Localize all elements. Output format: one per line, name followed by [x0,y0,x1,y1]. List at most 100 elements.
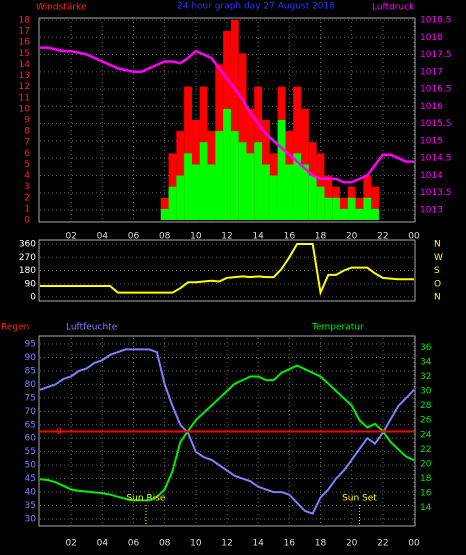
x-tick-label: 02 [65,539,76,549]
y-tick-label: 80 [25,380,37,390]
humidity-label: Luftfeuchte [66,323,118,333]
wind-bar [160,208,169,220]
y2-tick-label: 28 [420,401,432,411]
y2-tick-label: 36 [420,343,432,353]
series-line [39,348,415,515]
x-tick-label: 20 [346,232,358,242]
wind-bar [308,175,317,220]
y2-tick-label: N [434,293,441,303]
y-tick-label: 90 [25,353,37,363]
wind-bar [238,142,247,220]
temperature-label: Temperatur [311,323,364,333]
wind-bar [363,197,372,220]
y-tick-label: 55 [25,447,36,457]
series-line [40,243,414,297]
y2-tick-label: W [434,253,443,263]
y2-tick-label: 1016.5 [420,85,452,95]
y-tick-label: 30 [25,514,37,524]
direction-frame [38,239,416,302]
x-tick-label: 14 [252,539,264,549]
x-tick-label: 04 [97,232,109,242]
y-tick-label: 12 [19,82,30,92]
y2-tick-label: S [434,266,440,276]
y2-tick-label: 1015.5 [420,119,452,129]
y-tick-label: 50 [25,461,37,471]
x-tick-label: 08 [159,539,171,549]
annotation-label: Sun Rise [126,494,165,504]
y2-tick-label: 1013.5 [420,188,452,198]
wind-bar [230,131,239,220]
wind-bar [371,208,379,220]
y-tick-label: 180 [19,266,36,276]
y-tick-label: 85 [25,366,36,376]
wind-bar [301,164,309,220]
wind-bar [316,186,325,220]
y-tick-label: 60 [25,434,37,444]
wind-bar [199,142,208,220]
x-tick-label: 02 [65,232,76,242]
wind-bar [269,175,278,220]
x-tick-label: 00 [408,232,420,242]
x-tick-label: 22 [377,539,388,549]
y-tick-label: 90 [25,279,37,289]
y-tick-label: 10 [19,104,31,114]
x-tick-label: 06 [128,232,140,242]
chart-title: 24 hour graph day 27 August 2018 [177,2,335,12]
x-tick-label: 08 [159,232,171,242]
x-tick-label: 20 [346,539,358,549]
y2-tick-label: 18 [420,474,432,484]
y-tick-label: 2 [24,193,30,203]
x-tick-label: 22 [377,232,388,242]
x-tick-label: 18 [315,539,327,549]
y2-tick-label: 1016 [420,102,443,112]
x-tick-label: 16 [284,539,296,549]
wind-bar [246,153,255,220]
wind-bar [262,164,270,220]
wind-bar [339,208,348,220]
y2-tick-label: 24 [420,430,432,440]
annotation-label: Sun Set [342,494,377,504]
y2-tick-label: 34 [420,357,432,367]
y-tick-label: 8 [24,127,30,137]
y2-tick-label: 20 [420,459,432,469]
y-tick-label: 270 [19,253,36,263]
y-tick-label: 7 [24,138,30,148]
y2-tick-label: 26 [420,416,432,426]
y-tick-label: 40 [25,488,37,498]
y-tick-label: 14 [19,60,31,70]
wind-bar [215,131,224,220]
y-tick-label: 6 [24,149,30,159]
y-tick-label: 0 [24,216,30,226]
wind-bar [176,175,185,220]
x-tick-label: 16 [284,232,296,242]
series-line [39,364,415,502]
y2-tick-label: 30 [420,387,432,397]
y-tick-label: 9 [24,116,30,126]
wind-bar [371,186,379,220]
x-tick-label: 12 [221,539,232,549]
y2-tick-label: 1013 [420,205,443,215]
y2-tick-label: 1014 [420,171,443,181]
y2-tick-label: N [434,240,441,250]
y-tick-label: 35 [25,501,36,511]
wind-bar [168,153,177,220]
y-tick-label: 15 [19,49,30,59]
x-tick-label: 04 [97,539,109,549]
wind-bar [168,186,177,220]
y2-tick-label: 14 [420,503,432,513]
x-tick-label: 00 [408,539,420,549]
y-tick-label: 360 [19,240,36,250]
y-tick-label: 70 [25,407,37,417]
x-tick-label: 06 [128,539,140,549]
climate-frame [38,335,416,527]
y-tick-label: 11 [19,93,30,103]
wind-bar [207,164,216,220]
y2-tick-label: O [434,279,441,289]
wind-bar [184,153,192,220]
series-line [40,46,414,184]
y2-tick-label: 16 [420,489,432,499]
wind-bar [324,197,333,220]
wind-bar [238,53,247,221]
y-tick-label: 16 [19,38,31,48]
